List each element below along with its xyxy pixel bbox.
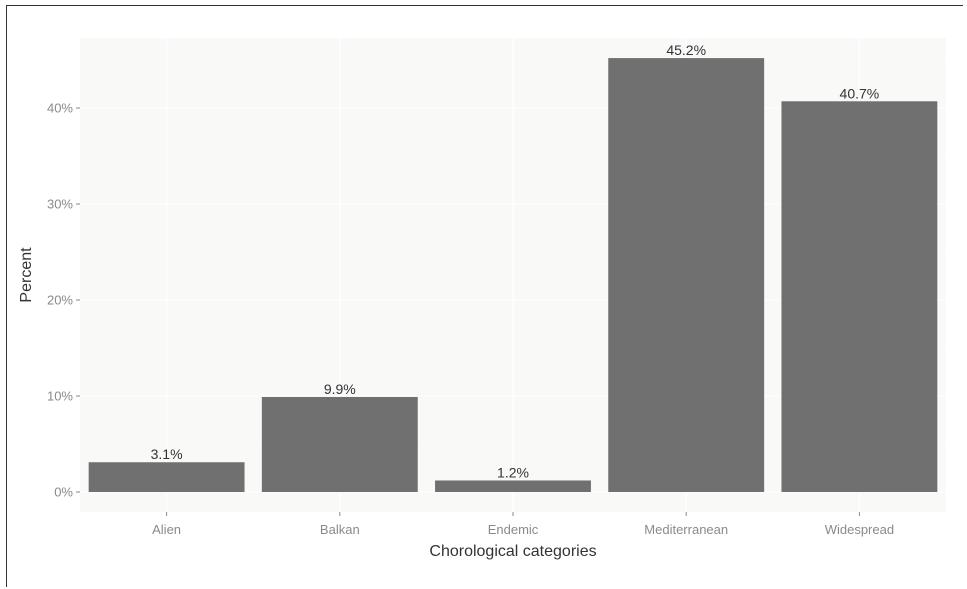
x-tick-label-balkan: Balkan bbox=[320, 522, 360, 537]
data-label-endemic: 1.2% bbox=[497, 464, 529, 480]
x-axis-title: Chorological categories bbox=[429, 543, 596, 560]
x-tick-label-alien: Alien bbox=[152, 522, 181, 537]
x-tick-label-endemic: Endemic bbox=[488, 522, 539, 537]
bar-alien bbox=[88, 462, 245, 492]
x-tick-label-widespread: Widespread bbox=[825, 522, 894, 537]
bars bbox=[88, 58, 938, 493]
bar-endemic bbox=[435, 480, 591, 492]
y-tick-label: 10% bbox=[47, 389, 73, 404]
data-label-mediterranean: 45.2% bbox=[666, 42, 706, 58]
bar-balkan bbox=[261, 396, 418, 492]
y-axis-title: Percent bbox=[18, 247, 35, 303]
x-axis: Alien Balkan Endemic Mediterranean Widesprea… bbox=[152, 512, 894, 537]
data-label-balkan: 9.9% bbox=[324, 381, 356, 397]
y-axis: 0% 10% 20% 30% 40% bbox=[47, 101, 80, 500]
x-tick-label-mediterranean: Mediterranean bbox=[644, 522, 728, 537]
y-tick-label: 30% bbox=[47, 197, 73, 212]
data-label-alien: 3.1% bbox=[151, 446, 183, 462]
y-tick-label: 40% bbox=[47, 101, 73, 116]
y-tick-label: 0% bbox=[54, 485, 73, 500]
y-tick-label: 20% bbox=[47, 293, 73, 308]
data-labels: 3.1% 9.9% 1.2% 45.2% 40.7% bbox=[151, 42, 880, 480]
bar-mediterranean bbox=[608, 58, 765, 493]
bar-widespread bbox=[781, 101, 938, 492]
data-label-widespread: 40.7% bbox=[840, 85, 880, 101]
